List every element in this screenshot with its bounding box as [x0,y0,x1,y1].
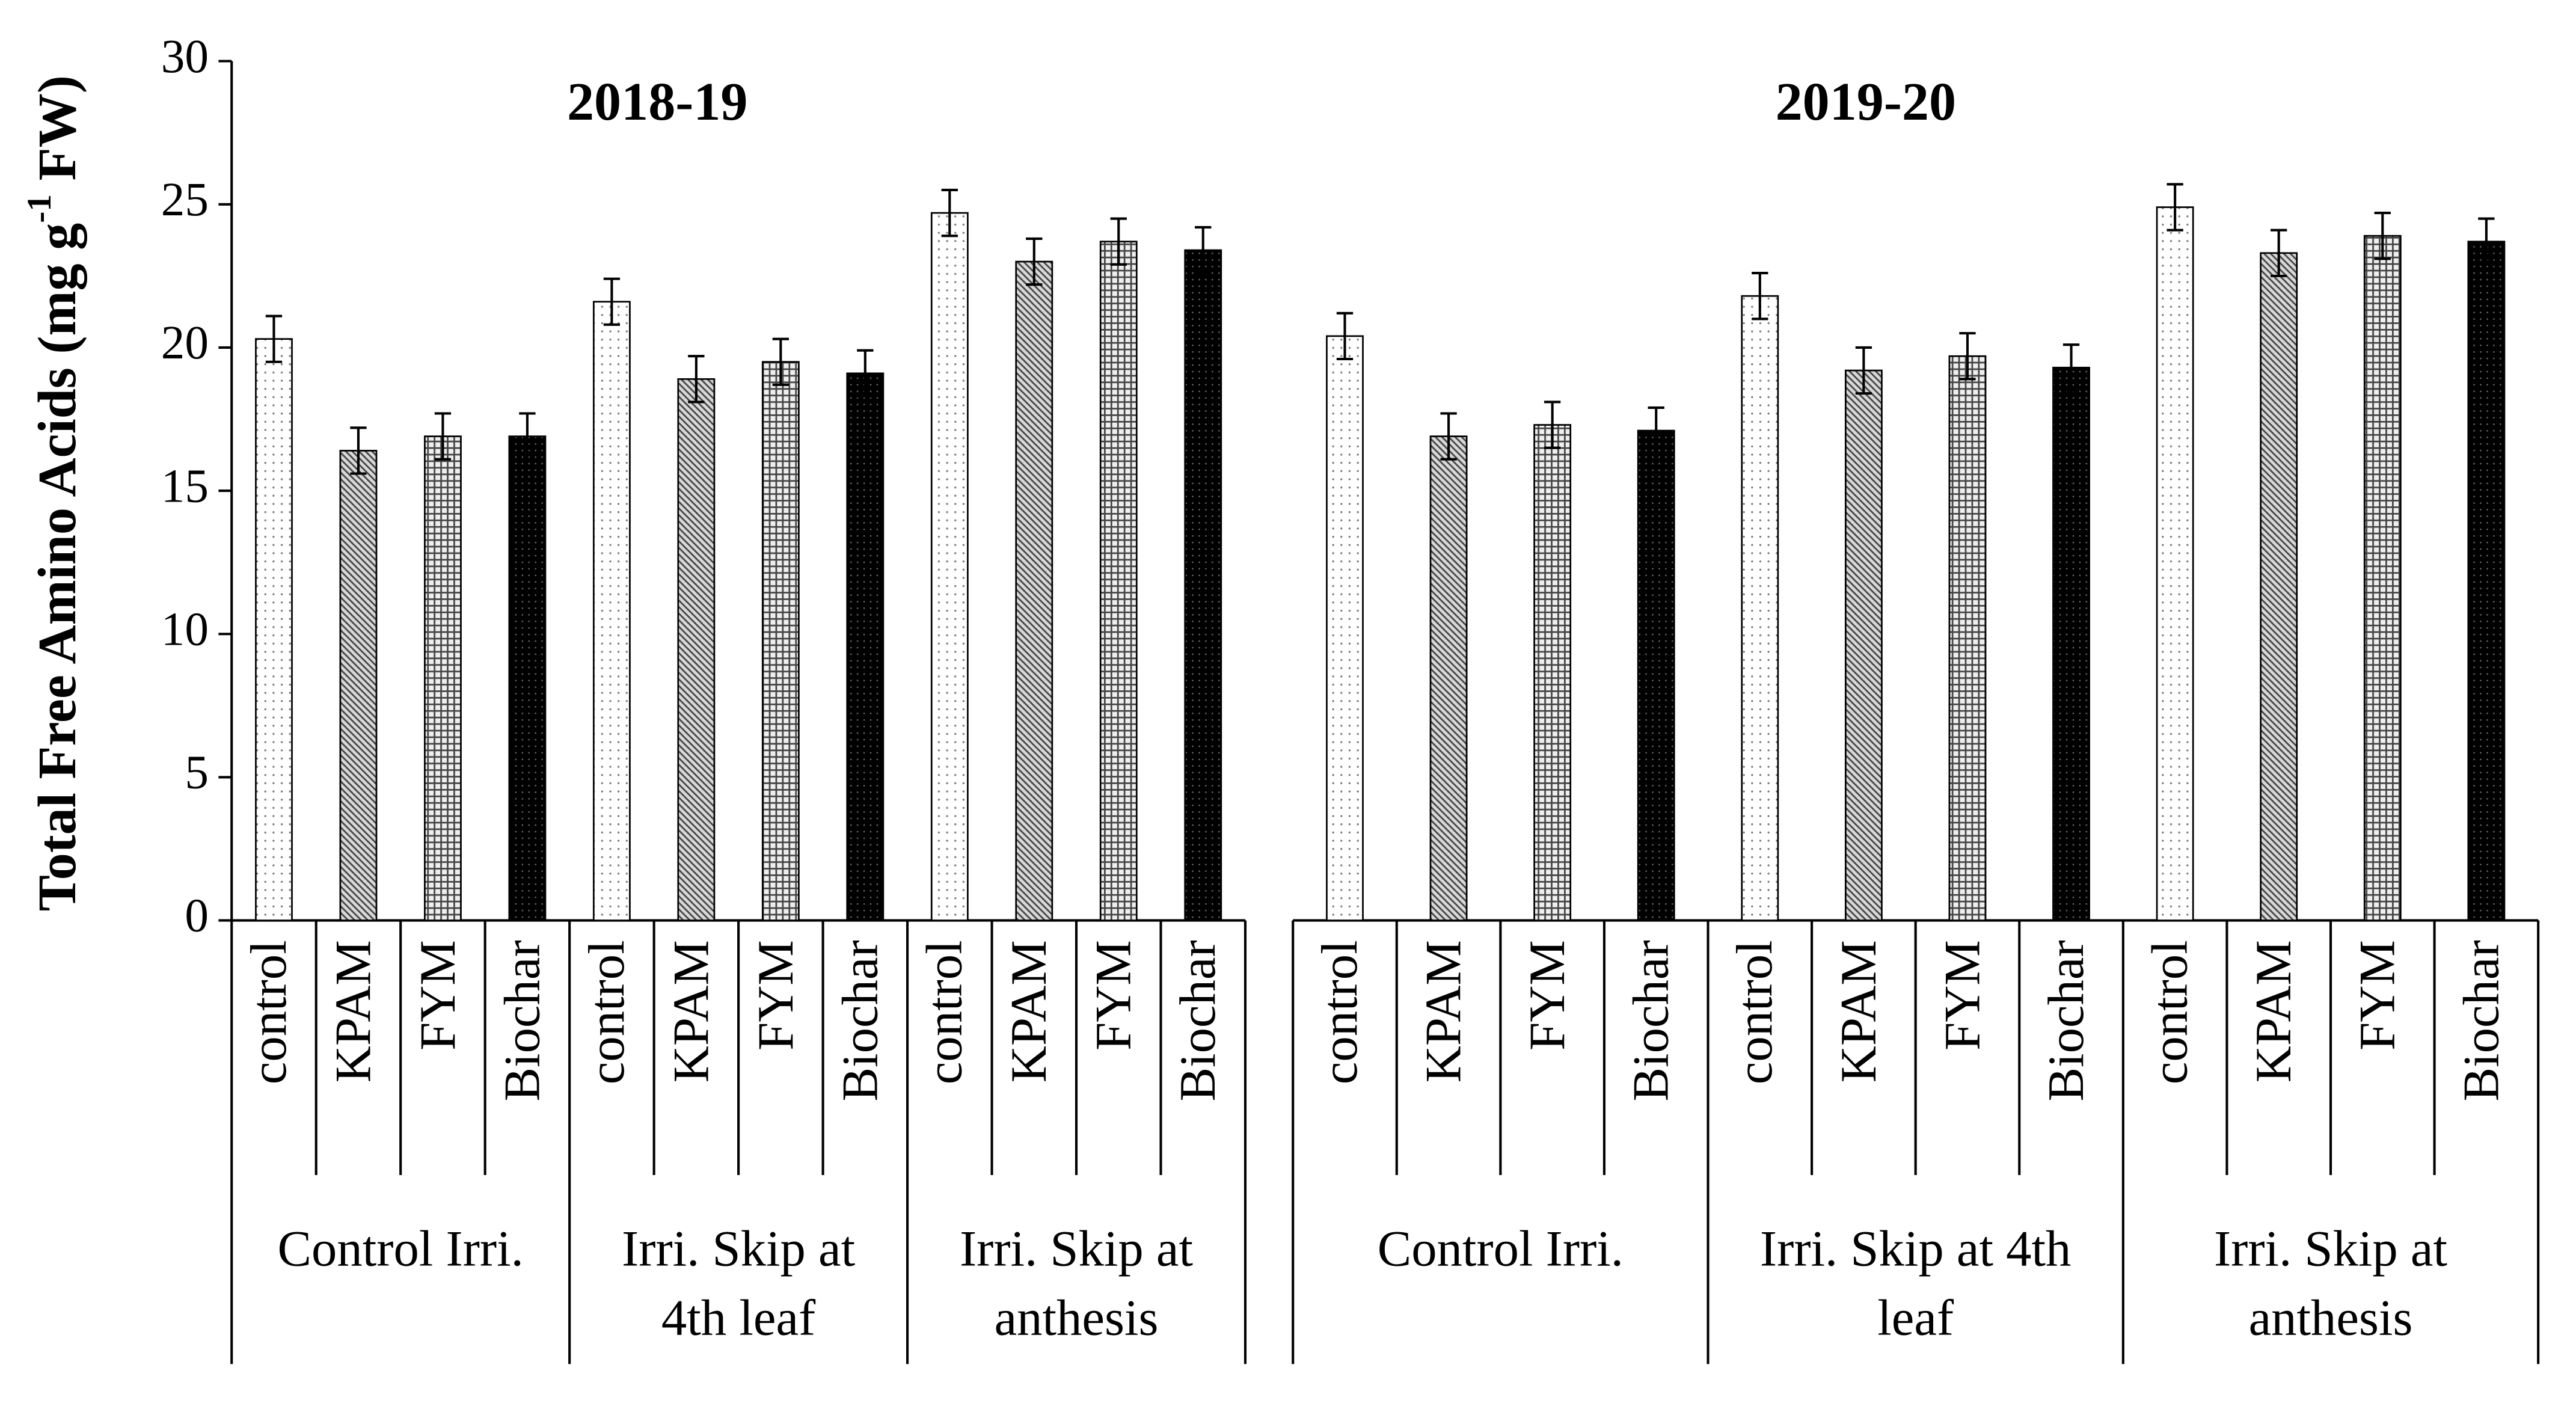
y-tick-label: 20 [161,316,209,369]
y-label-superscript: -1 [20,194,58,223]
x-tick-label: KPAM [1001,940,1057,1082]
bar [1184,249,1222,921]
x-tick-label: FYM [1934,940,1990,1051]
x-tick-label: KPAM [1831,940,1887,1082]
x-tick-label: KPAM [2246,940,2302,1082]
error-bar [1544,401,1561,449]
bar [2363,235,2402,921]
bar [1099,241,1138,921]
error-bar [2374,212,2391,260]
x-tick-label: FYM [2350,940,2406,1051]
bar [424,435,462,921]
error-bar [2167,183,2183,232]
x-tick-label: FYM [748,940,804,1051]
error-bar [941,188,958,238]
error-bar [2478,217,2495,266]
bar [592,301,631,921]
x-tick-label: control [1727,940,1783,1084]
error-bar [434,412,452,461]
error-bar [1648,406,1664,455]
x-tick-label: KPAM [325,940,381,1082]
group-label: leaf [1877,1290,1954,1346]
y-label-text: Total Free Amino Acids (mg g [27,223,87,911]
x-tick-label: control [241,940,297,1084]
bar [2467,241,2506,921]
y-axis-label: Total Free Amino Acids (mg g-1 FW) [20,75,87,911]
group-label: Irri. Skip at [960,1221,1194,1277]
x-tick-label: FYM [1520,940,1575,1051]
group-label: Control Irri. [1378,1221,1624,1277]
error-bar [519,412,536,461]
error-bar [1026,237,1043,286]
group-label: 4th leaf [661,1290,816,1346]
bar [1326,335,1364,921]
error-bar [857,349,874,398]
error-bar [1855,346,1872,395]
error-bar [1110,217,1127,266]
x-tick-label: FYM [410,940,466,1051]
error-bar [1336,312,1354,361]
x-tick-label: control [2142,940,2198,1084]
bar [255,338,293,921]
x-tick-label: Biochar [494,940,550,1101]
bar [1948,355,1987,921]
bar [677,378,716,921]
bar [1533,424,1572,921]
x-tick-label: Biochar [1170,940,1226,1101]
x-tick-label: Biochar [2038,940,2094,1101]
x-tick-label: control [1312,940,1368,1084]
x-tick-label: KPAM [663,940,719,1082]
bar [761,361,800,921]
x-tick-label: FYM [1086,940,1142,1051]
bar [1015,260,1053,921]
error-bar [1959,332,1976,381]
bar [1844,369,1883,921]
group-label: Irri. Skip at [2214,1221,2448,1277]
error-bar [688,355,705,404]
bar [2156,206,2194,921]
x-tick-label: Biochar [2453,940,2509,1101]
bar [508,435,547,921]
bar [1429,435,1468,921]
bar [930,212,969,921]
panel-title: 2019-20 [1776,72,1957,132]
group-label: Control Irri. [278,1221,524,1277]
error-bar [1752,272,1768,321]
error-bar [350,426,367,475]
y-tick-label: 5 [185,746,209,799]
bar [339,450,378,921]
y-label-text: FW) [27,75,87,194]
x-tick-label: Biochar [832,940,888,1101]
group-label: anthesis [2249,1290,2413,1346]
panel-title: 2018-19 [567,72,748,132]
x-tick-label: KPAM [1416,940,1472,1082]
x-tick-label: control [917,940,973,1084]
x-tick-label: control [579,940,635,1084]
error-bar [265,315,283,363]
y-tick-label: 0 [185,889,209,942]
error-bar [603,277,621,326]
bar [1741,295,1779,921]
y-tick-label: 30 [161,30,209,83]
bar [846,372,885,921]
error-bar [772,337,789,386]
group-label: Irri. Skip at 4th [1760,1221,2071,1277]
bar [2260,252,2298,921]
bar [2052,366,2090,921]
group-label: Irri. Skip at [622,1221,856,1277]
x-tick-label: Biochar [1624,940,1679,1101]
error-bar [1440,412,1457,461]
y-tick-label: 15 [161,459,209,512]
y-tick-label: 10 [161,603,209,655]
error-bar [2271,229,2287,277]
error-bar [1195,226,1212,275]
bar [1637,429,1675,921]
error-bar [2062,343,2080,392]
y-tick-label: 25 [161,173,209,226]
group-label: anthesis [995,1290,1159,1346]
